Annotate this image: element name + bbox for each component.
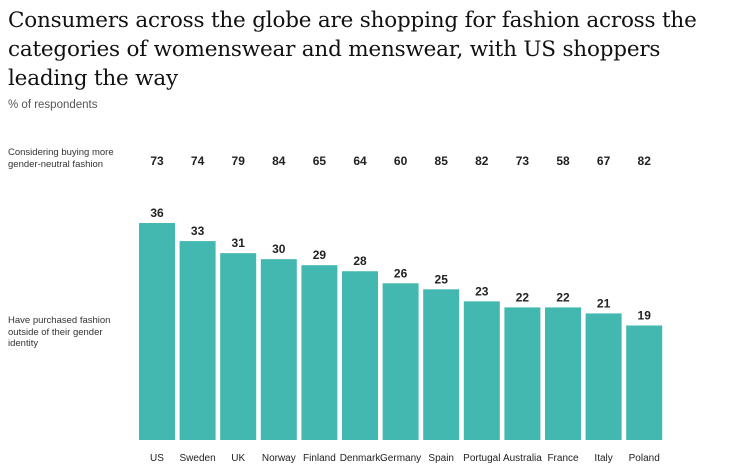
bar-value-australia: 22 xyxy=(516,290,530,304)
considering-value-sweden: 74 xyxy=(191,154,205,168)
considering-value-italy: 67 xyxy=(597,154,611,168)
bar-value-uk: 31 xyxy=(232,236,246,250)
considering-value-norway: 84 xyxy=(272,154,286,168)
considering-value-uk: 79 xyxy=(232,154,246,168)
bar-value-italy: 21 xyxy=(597,296,611,310)
bar-value-finland: 29 xyxy=(313,248,327,262)
considering-value-denmark: 64 xyxy=(353,154,367,168)
bar-value-poland: 19 xyxy=(638,308,652,322)
category-label-uk: UK xyxy=(231,453,245,464)
category-label-france: France xyxy=(547,453,579,464)
considering-value-poland: 82 xyxy=(638,154,652,168)
bar-denmark xyxy=(342,271,378,440)
bar-spain xyxy=(423,289,460,440)
bar-uk xyxy=(220,253,257,440)
considering-value-spain: 85 xyxy=(435,154,449,168)
category-label-portugal: Portugal xyxy=(463,453,500,464)
bar-value-norway: 30 xyxy=(272,242,286,256)
considering-value-germany: 60 xyxy=(394,154,408,168)
chart-title: Consumers across the globe are shopping … xyxy=(8,8,697,91)
category-label-italy: Italy xyxy=(594,453,612,464)
bar-value-us: 36 xyxy=(150,206,164,220)
bar-france xyxy=(545,307,581,440)
bar-value-portugal: 23 xyxy=(475,284,489,298)
category-label-australia: Australia xyxy=(503,453,542,464)
considering-value-us: 73 xyxy=(150,154,164,168)
bar-finland xyxy=(301,265,338,440)
row-label-purchased: Have purchased fashion outside of their … xyxy=(8,315,111,349)
bar-poland xyxy=(626,325,663,440)
bar-sweden xyxy=(179,241,216,440)
category-label-sweden: Sweden xyxy=(180,453,216,464)
bar-value-france: 22 xyxy=(556,290,570,304)
considering-value-france: 58 xyxy=(556,154,570,168)
bar-italy xyxy=(585,313,622,440)
category-label-germany: Germany xyxy=(380,453,421,464)
bar-us xyxy=(139,223,175,440)
category-label-finland: Finland xyxy=(303,453,336,464)
bar-value-denmark: 28 xyxy=(353,254,367,268)
bar-portugal xyxy=(463,301,500,440)
category-label-poland: Poland xyxy=(629,453,660,464)
considering-value-australia: 73 xyxy=(516,154,530,168)
bar-germany xyxy=(382,283,419,440)
category-label-spain: Spain xyxy=(428,453,454,464)
category-label-norway: Norway xyxy=(262,453,296,464)
bar-value-spain: 25 xyxy=(435,272,449,286)
bar-norway xyxy=(260,259,297,440)
bar-value-sweden: 33 xyxy=(191,224,205,238)
chart-subtitle: % of respondents xyxy=(8,99,98,111)
bar-value-germany: 26 xyxy=(394,266,408,280)
row-label-considering: Considering buying more gender-neutral f… xyxy=(8,147,114,170)
considering-value-finland: 65 xyxy=(313,154,327,168)
category-label-denmark: Denmark xyxy=(340,453,382,464)
bar-australia xyxy=(504,307,541,440)
considering-value-portugal: 82 xyxy=(475,154,489,168)
category-label-us: US xyxy=(150,453,164,464)
